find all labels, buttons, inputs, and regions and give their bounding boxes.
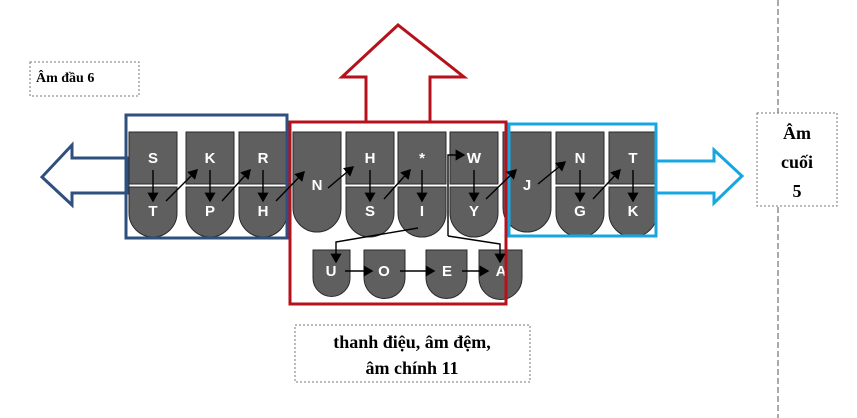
svg-text:G: G [574, 203, 586, 220]
middle-caption-box [294, 324, 531, 383]
right-arrow [654, 146, 745, 207]
key-J: J [502, 131, 552, 233]
svg-text:K: K [205, 150, 216, 167]
key-I-bottom: I [397, 186, 447, 238]
svg-text:S: S [148, 150, 158, 167]
svg-text:W: W [467, 150, 482, 167]
up-arrow [338, 23, 469, 124]
svg-text:H: H [258, 203, 269, 220]
key-E: E [425, 249, 468, 299]
key-S-bottom: S [345, 186, 395, 238]
svg-text:P: P [205, 203, 215, 220]
sequence-arrows [147, 149, 639, 277]
key-Y-bottom: Y [449, 186, 499, 238]
final-caption-line3: 5 [793, 181, 802, 201]
middle-caption-line1: thanh điệu, âm đệm, [333, 332, 491, 352]
svg-text:N: N [312, 177, 323, 194]
middle-caption-line2: âm chính 11 [365, 358, 458, 378]
svg-text:N: N [575, 150, 586, 167]
final-caption-line2: cuối [781, 152, 813, 172]
svg-text:K: K [628, 203, 639, 220]
svg-text:H: H [365, 150, 376, 167]
svg-text:Y: Y [469, 203, 479, 220]
left-arrow [39, 141, 130, 209]
final-group-box [507, 122, 658, 238]
initial-group-box [124, 113, 289, 240]
svg-text:S: S [365, 203, 375, 220]
initial-caption-box [29, 61, 140, 97]
final-caption-line1: Âm [783, 122, 811, 143]
svg-text:U: U [326, 263, 337, 280]
svg-text:I: I [420, 203, 424, 220]
svg-text:T: T [148, 203, 157, 220]
svg-text:O: O [378, 263, 390, 280]
key-O: O [363, 249, 406, 299]
svg-text:J: J [523, 177, 531, 194]
svg-text:E: E [442, 263, 452, 280]
svg-text:T: T [628, 150, 637, 167]
svg-text:*: * [419, 150, 425, 167]
key-N-middle: N [292, 131, 342, 233]
key-A: A [478, 249, 523, 300]
middle-group-box [288, 120, 508, 306]
final-caption-box [756, 112, 838, 207]
key-U: U [312, 249, 351, 297]
svg-text:R: R [258, 150, 269, 167]
initial-caption: Âm đầu 6 [36, 69, 94, 86]
svg-text:A: A [496, 263, 507, 280]
